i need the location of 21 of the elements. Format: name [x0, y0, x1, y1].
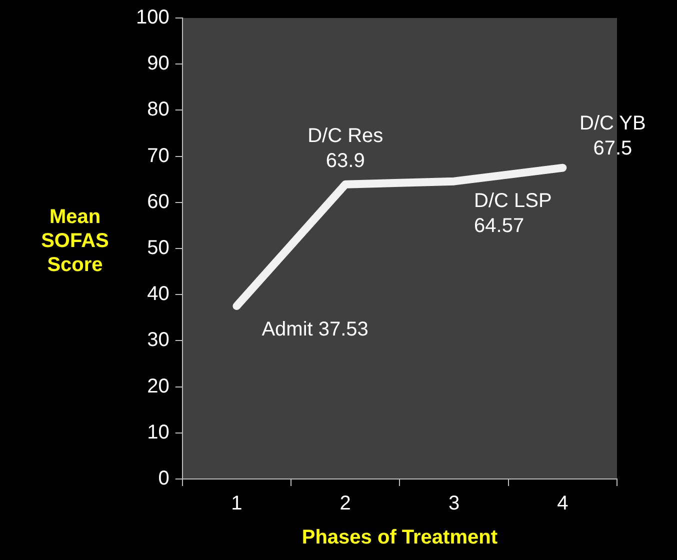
x-tick-label: 4 — [557, 492, 568, 515]
annotation: D/C YB 67.5 — [580, 112, 646, 160]
annotation: D/C Res 63.9 — [308, 124, 384, 172]
y-tick-label: 30 — [147, 329, 170, 352]
y-tick-label: 40 — [147, 283, 170, 306]
y-tick-label: 10 — [147, 421, 170, 444]
x-tick-label: 2 — [340, 492, 351, 515]
y-tick-label: 0 — [158, 468, 170, 490]
x-axis-title: Phases of Treatment — [302, 526, 498, 549]
y-tick-label: 100 — [136, 6, 170, 29]
y-axis-title: Mean SOFAS Score — [40, 205, 110, 277]
y-tick-label: 60 — [147, 190, 170, 213]
annotation: Admit 37.53 — [262, 318, 368, 340]
y-tick-label: 70 — [147, 144, 170, 167]
y-tick-label: 80 — [147, 98, 170, 121]
y-tick-label: 90 — [147, 52, 170, 75]
x-tick-label: 3 — [448, 492, 460, 515]
y-tick-label: 50 — [147, 237, 170, 260]
annotation: D/C LSP 64.57 — [474, 190, 552, 237]
x-tick-label: 1 — [231, 492, 242, 515]
y-tick-label: 20 — [147, 375, 170, 398]
